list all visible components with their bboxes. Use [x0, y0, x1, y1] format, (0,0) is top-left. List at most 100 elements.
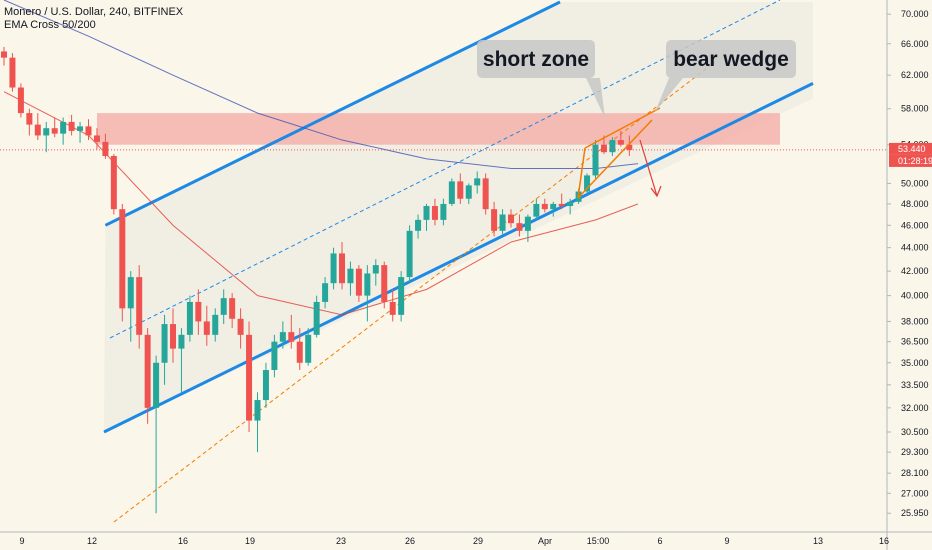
x-tick-label: 19 — [245, 536, 255, 546]
candle-body — [246, 334, 253, 421]
x-tick-label: Apr — [538, 536, 552, 546]
candle-body — [524, 216, 531, 231]
x-tick-label: 16 — [178, 536, 188, 546]
candle-body — [364, 273, 371, 296]
dotted-support-line — [113, 61, 716, 523]
short-zone-callout-tail — [586, 78, 605, 118]
wedge-left-line — [577, 147, 586, 199]
channel-lower-line — [103, 82, 814, 434]
y-tick-label: 27.000 — [901, 488, 929, 498]
candle-body — [144, 334, 151, 408]
candle-body — [279, 332, 286, 342]
projection-arrowhead — [650, 185, 662, 198]
candle-body — [457, 181, 464, 199]
candle-body — [43, 128, 50, 136]
candle-body — [584, 175, 591, 192]
channel-fill — [104, 2, 813, 432]
candle-body — [313, 301, 320, 335]
last-price-badge — [889, 142, 932, 155]
x-tick-label: 29 — [473, 536, 483, 546]
candle-body — [398, 277, 405, 315]
candle-body — [262, 370, 269, 401]
candle-body — [482, 178, 489, 210]
candle-body — [609, 140, 616, 153]
candle-body — [448, 181, 455, 204]
candle-body — [406, 230, 413, 278]
candle-body — [237, 318, 244, 335]
y-tick-label: 25.950 — [901, 508, 929, 518]
candle-body — [440, 203, 447, 220]
y-tick-label: 46.000 — [901, 220, 929, 230]
candle-body — [161, 324, 168, 363]
candle-body — [229, 298, 236, 319]
candle-body — [381, 265, 388, 302]
y-tick-label: 30.500 — [901, 427, 929, 437]
candle-body — [415, 219, 422, 231]
last-price-text: 53.440 — [898, 144, 926, 154]
candle-body — [389, 301, 396, 315]
candle-body — [305, 334, 312, 363]
candle-body — [372, 265, 379, 274]
candle-body — [423, 206, 430, 220]
indicator-title: EMA Cross 50/200 — [4, 19, 96, 31]
y-tick-label: 48.000 — [901, 199, 929, 209]
candle-body — [550, 203, 557, 210]
y-tick-label: 58.000 — [901, 104, 929, 114]
y-tick-label: 36.500 — [901, 337, 929, 347]
candle-body — [558, 203, 565, 207]
x-tick-label: 15:00 — [587, 536, 610, 546]
candle-body — [626, 144, 633, 150]
x-tick-label: 9 — [724, 536, 729, 546]
candle-body — [178, 334, 185, 349]
candle-body — [271, 341, 278, 371]
candle-body — [600, 144, 607, 153]
candle-body — [51, 128, 58, 134]
candle-body — [60, 121, 67, 134]
x-tick-label: 13 — [813, 536, 823, 546]
countdown-badge — [889, 154, 932, 167]
x-tick-label: 6 — [657, 536, 662, 546]
projection-arrow — [639, 139, 658, 197]
y-tick-label: 35.000 — [901, 358, 929, 368]
y-tick-label: 70.000 — [901, 9, 929, 19]
candle-body — [93, 135, 100, 142]
y-tick-label: 29.300 — [901, 447, 929, 457]
candle-body — [288, 332, 295, 342]
y-tick-label: 50.000 — [901, 178, 929, 188]
candle-body — [68, 121, 75, 131]
candle-body — [136, 277, 143, 335]
candle-body — [491, 209, 498, 231]
candle-body — [9, 57, 16, 88]
y-tick-label: 42.000 — [901, 266, 929, 276]
y-tick-label: 32.000 — [901, 403, 929, 413]
candle-body — [102, 141, 109, 156]
candle-body — [465, 185, 472, 199]
candle-body — [533, 203, 540, 217]
candle-body — [127, 277, 134, 309]
countdown-text: 01:28:19 — [898, 156, 932, 166]
candle-body — [170, 324, 176, 349]
candle-body — [296, 341, 303, 363]
wedge-lower-line — [577, 119, 653, 199]
y-tick-label: 62.000 — [901, 70, 929, 80]
candle-body — [186, 301, 193, 335]
candle-body — [355, 268, 362, 296]
candle-body — [330, 253, 337, 284]
candle-body — [26, 113, 33, 125]
candle-body — [77, 126, 84, 131]
candle-body — [474, 178, 481, 186]
candle-body — [431, 206, 438, 220]
short-zone-rect — [97, 113, 780, 145]
y-tick-label: 38.000 — [901, 316, 929, 326]
candle-body — [499, 214, 506, 231]
candle-body — [567, 201, 574, 207]
candle-body — [17, 87, 24, 114]
y-tick-label: 28.100 — [901, 468, 929, 478]
candle-body — [34, 124, 41, 136]
candle-body — [153, 362, 160, 408]
symbol-title: Monero / U.S. Dollar, 240, BITFINEX — [4, 6, 184, 18]
y-tick-label: 40.000 — [901, 291, 929, 301]
candle-body — [322, 283, 329, 302]
bear-wedge-callout-box — [666, 40, 796, 78]
